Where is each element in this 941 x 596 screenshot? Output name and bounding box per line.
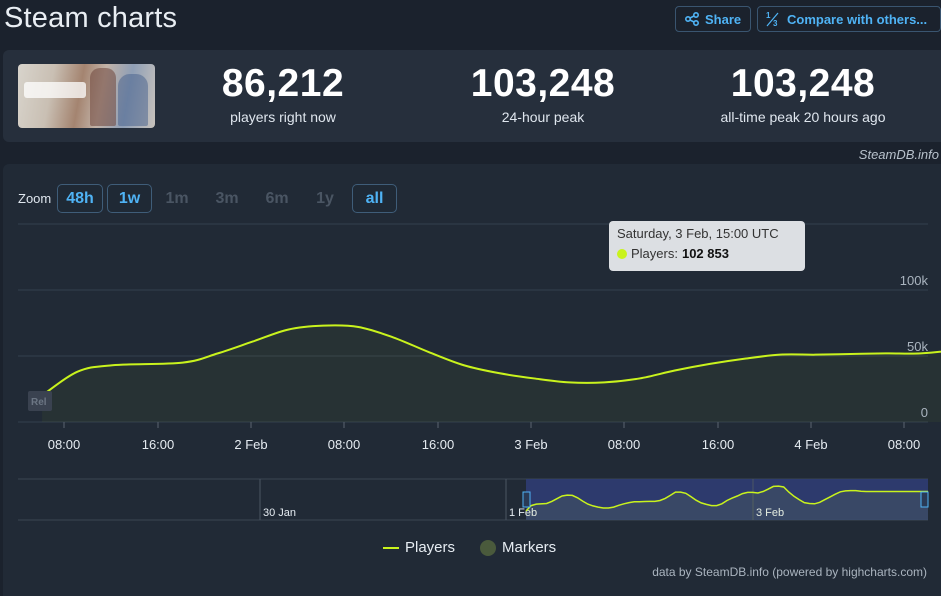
navigator-handle-right[interactable]	[920, 491, 929, 508]
zoom-1m-button[interactable]: 1m	[165, 189, 189, 207]
svg-text:1: 1	[766, 11, 771, 20]
x-axis-ticks: 08:00 16:00 2 Feb 08:00 16:00 3 Feb 08:00 16:00…	[48, 422, 921, 452]
legend-item-players[interactable]: Players	[383, 539, 455, 556]
legend-label-markers: Markers	[502, 539, 557, 556]
navigator-series-area	[526, 486, 928, 520]
zoom-48h-button[interactable]: 48h	[57, 184, 103, 213]
y-tick-label: 0	[921, 405, 928, 420]
navigator-tick-label: 3 Feb	[756, 507, 784, 519]
compare-icon: 1 3	[766, 11, 779, 27]
zoom-1w-button[interactable]: 1w	[107, 184, 152, 213]
x-tick-label: 2 Feb	[234, 437, 267, 452]
svg-text:3: 3	[773, 19, 778, 27]
chart-tooltip: Saturday, 3 Feb, 15:00 UTC Players: 102 …	[609, 221, 805, 271]
navigator-selection[interactable]	[526, 479, 928, 520]
stat-value: 86,212	[221, 62, 345, 105]
players-line	[41, 324, 941, 397]
page-title: Steam charts	[4, 2, 178, 34]
share-label: Share	[705, 11, 742, 27]
compare-button[interactable]: 1 3 Compare with others...	[757, 6, 941, 32]
tooltip-series-label: Players:	[631, 246, 678, 261]
zoom-6m-button[interactable]: 6m	[265, 189, 289, 207]
markers-dot-icon	[480, 539, 496, 556]
legend-label-players: Players	[405, 539, 456, 556]
navigator-series-line	[525, 485, 928, 512]
players-line-icon	[383, 546, 399, 549]
zoom-1y-button[interactable]: 1y	[316, 189, 334, 207]
zoom-label: Zoom	[18, 191, 52, 206]
x-tick-label: 08:00	[328, 437, 361, 452]
compare-label: Compare with others...	[787, 11, 928, 27]
release-flag-label: Rel	[31, 397, 47, 408]
tooltip-value: 102 853	[681, 246, 729, 261]
y-tick-label: 100k	[900, 273, 929, 288]
zoom-3m-button[interactable]: 3m	[215, 189, 239, 207]
game-art-figure	[90, 68, 116, 126]
footer-credit[interactable]: data by SteamDB.info (powered by highcha…	[652, 565, 927, 579]
y-axis-ticks: 0 50k 100k	[900, 273, 929, 420]
x-tick-label: 08:00	[48, 437, 81, 452]
x-tick-label: 08:00	[608, 437, 641, 452]
zoom-all-button[interactable]: all	[352, 184, 397, 213]
game-art-figure	[118, 74, 148, 126]
stat-24h-peak: 103,248 24-hour peak	[443, 62, 643, 126]
x-tick-label: 16:00	[422, 437, 455, 452]
stat-value: 103,248	[730, 62, 876, 105]
navigator-tick-label: 1 Feb	[509, 507, 537, 519]
stats-panel: 86,212 players right now 103,248 24-hour…	[3, 50, 941, 142]
y-tick-label: 50k	[907, 339, 928, 354]
stat-label: all-time peak 20 hours ago	[720, 109, 886, 125]
tooltip-value-row: Players: 102 853	[617, 246, 797, 261]
series-dot-icon	[617, 248, 627, 259]
x-tick-label: 16:00	[702, 437, 735, 452]
x-tick-label: 08:00	[888, 437, 921, 452]
stat-label: players right now	[230, 109, 336, 125]
steamdb-credit[interactable]: SteamDB.info	[858, 147, 939, 162]
players-area	[42, 325, 941, 422]
navigator-handle-left[interactable]	[522, 491, 531, 508]
x-tick-label: 3 Feb	[514, 437, 547, 452]
navigator-tick-label: 30 Jan	[263, 507, 296, 519]
tooltip-date: Saturday, 3 Feb, 15:00 UTC	[617, 226, 779, 241]
share-button[interactable]: Share	[675, 6, 751, 32]
stat-current-players: 86,212 players right now	[203, 62, 363, 126]
x-tick-label: 16:00	[142, 437, 175, 452]
legend-item-markers[interactable]: Markers	[480, 539, 556, 556]
chart-panel: Zoom 48h 1w 1m 3m 6m 1y all Rel 08:00 16:…	[3, 164, 941, 596]
stat-value: 103,248	[470, 62, 616, 105]
stat-alltime-peak: 103,248 all-time peak 20 hours ago	[693, 62, 913, 126]
players-chart[interactable]: Rel 08:00 16:00 2 Feb 08:00 16:00 3 Feb 08:00 1…	[3, 164, 941, 596]
x-tick-label: 4 Feb	[794, 437, 827, 452]
game-thumbnail[interactable]	[18, 64, 155, 128]
release-flag[interactable]: Rel	[28, 391, 52, 411]
stat-label: 24-hour peak	[501, 109, 585, 125]
game-logo-image	[24, 82, 86, 98]
navigator[interactable]: 30 Jan 1 Feb 3 Feb	[18, 478, 929, 521]
share-icon	[684, 12, 699, 26]
